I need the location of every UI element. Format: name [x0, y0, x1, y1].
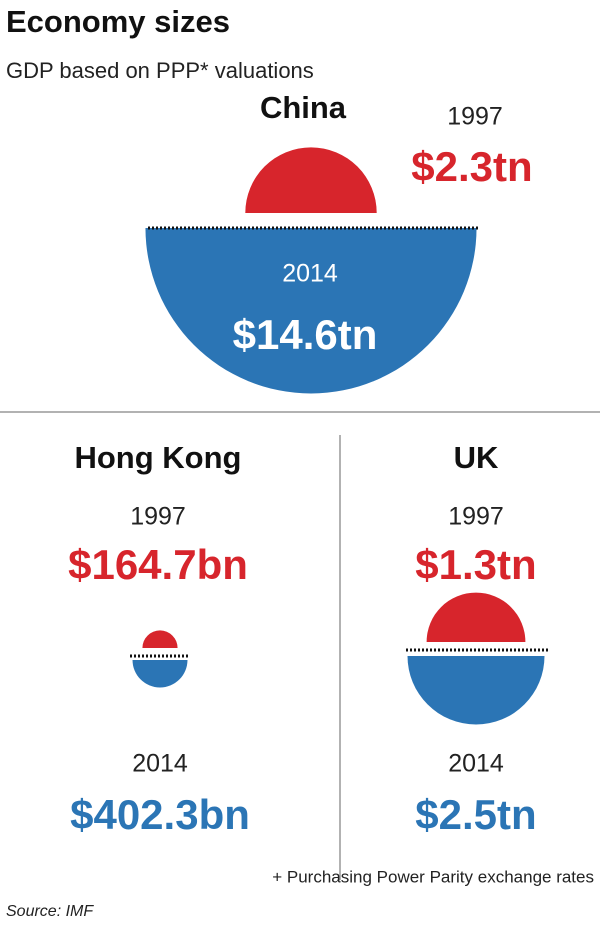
semicircle	[426, 592, 526, 642]
value-label: $2.3tn	[411, 143, 532, 190]
semicircle	[132, 660, 188, 688]
year-label: 2014	[282, 260, 338, 288]
subtitle: GDP based on PPP* valuations	[6, 58, 314, 83]
year-label: 1997	[447, 103, 503, 131]
value-label: $14.6tn	[233, 311, 378, 358]
value-label: $402.3bn	[70, 791, 250, 838]
panel-title: UK	[454, 440, 499, 475]
value-label: $1.3tn	[415, 541, 536, 588]
panel-title: Hong Kong	[74, 440, 241, 475]
value-label: $164.7bn	[68, 541, 248, 588]
value-label: $2.5tn	[415, 791, 536, 838]
panel-title: China	[260, 90, 347, 125]
year-label: 2014	[132, 750, 188, 778]
title: Economy sizes	[6, 4, 230, 39]
footnote: + Purchasing Power Parity exchange rates	[272, 867, 594, 886]
semicircle	[142, 630, 178, 648]
source: Source: IMF	[6, 903, 94, 920]
year-label: 1997	[130, 503, 186, 531]
semicircle	[145, 228, 477, 394]
year-label: 1997	[448, 503, 504, 531]
semicircle	[245, 147, 377, 213]
year-label: 2014	[448, 750, 504, 778]
semicircle	[407, 656, 545, 725]
